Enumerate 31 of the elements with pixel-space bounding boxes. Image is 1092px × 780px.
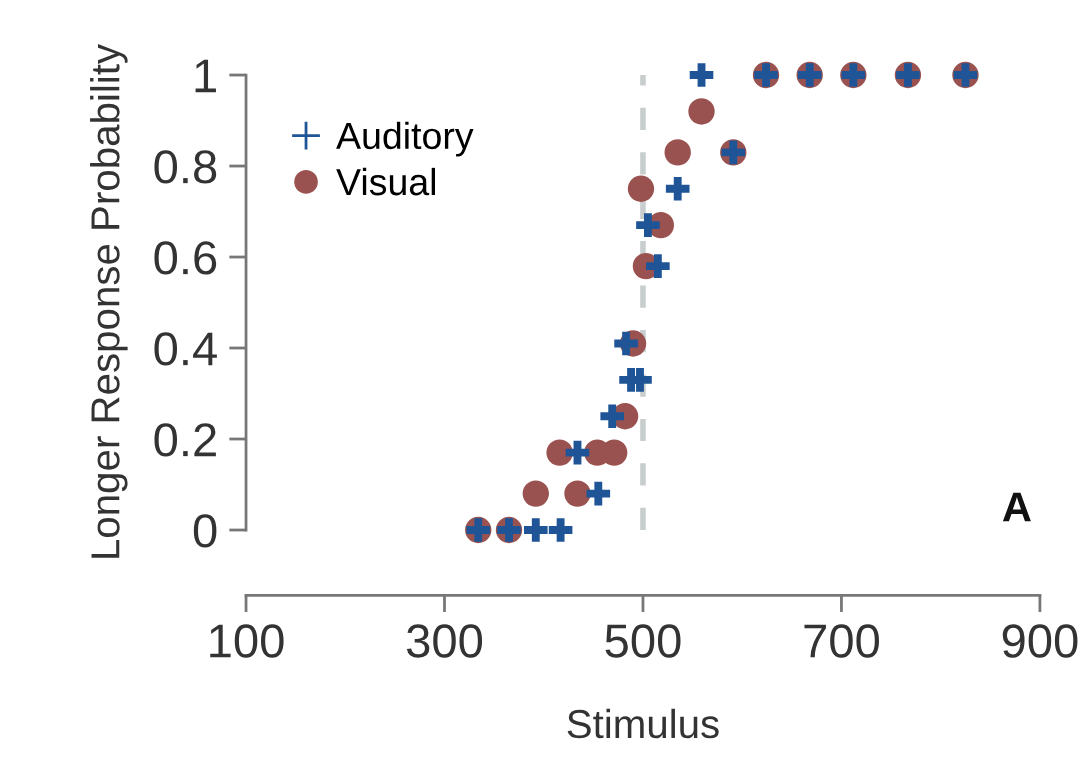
y-tick-label: 1 [195, 59, 216, 93]
point [523, 518, 548, 542]
point [614, 331, 638, 356]
y-tick-label: 0.2 [154, 423, 216, 457]
x-tick-label: 100 [210, 624, 284, 658]
point [665, 176, 690, 201]
y-axis-title: Longer Response Probability [90, 43, 128, 558]
y-tick-label: 0.6 [154, 241, 217, 275]
legend-label: Visual [336, 167, 435, 196]
point [548, 518, 573, 542]
point [565, 440, 590, 465]
point [636, 213, 660, 237]
point [689, 63, 714, 87]
point [627, 175, 655, 202]
x-tick-label: 900 [1002, 624, 1078, 658]
point [564, 480, 591, 507]
point [586, 481, 611, 506]
y-tick-label: 0.4 [154, 332, 217, 366]
x-tick-label: 700 [804, 624, 879, 658]
point [600, 404, 625, 429]
x-tick-label: 500 [605, 624, 681, 658]
point [646, 254, 670, 278]
point [688, 98, 715, 125]
x-tick-label: 300 [406, 624, 483, 658]
point [664, 139, 691, 166]
y-tick-label: 0.8 [154, 150, 217, 184]
y-tick-label: 0 [193, 514, 217, 548]
annotation: A [1002, 492, 1031, 522]
legend-label: Auditory [336, 121, 474, 157]
point [522, 480, 549, 507]
x-axis-title: Stimulus [567, 708, 719, 739]
